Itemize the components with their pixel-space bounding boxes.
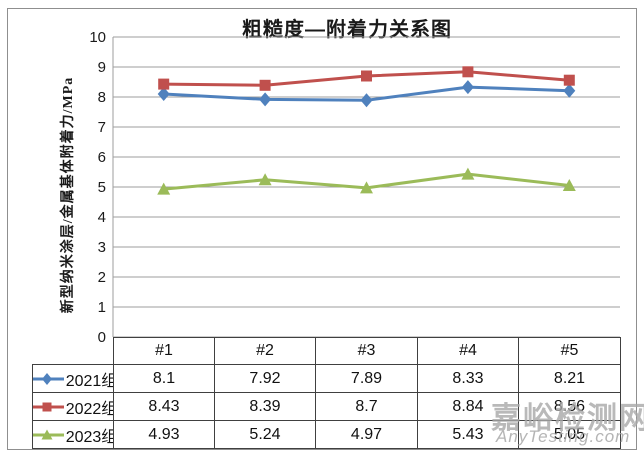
watermark-chinese: 嘉峪检测网 xyxy=(491,402,644,435)
value-cell: 8.21 xyxy=(518,364,621,393)
series-marker-square xyxy=(462,66,474,78)
legend-cell: 2022组 xyxy=(32,392,114,421)
value-cell: 8.33 xyxy=(417,364,519,393)
y-tick-label: 6 xyxy=(98,149,106,166)
series-lines xyxy=(157,66,576,195)
y-tick-label: 8 xyxy=(98,89,106,106)
series-marker-diamond xyxy=(563,83,576,98)
y-tick-label: 9 xyxy=(98,59,106,76)
y-tick-label: 10 xyxy=(89,29,106,46)
data-table: #1 #2 #3 #4 #5 2021组 8.1 7.92 7.89 8.33 8.21 2022组 8… xyxy=(32,337,621,449)
y-axis-tick-labels: 0 1 2 3 4 5 6 7 8 9 10 xyxy=(89,29,106,346)
series-marker-triangle xyxy=(157,182,171,195)
table-header-row: #1 #2 #3 #4 #5 xyxy=(33,337,621,365)
value-cell: 5.43 xyxy=(417,420,519,449)
y-tick-label: 1 xyxy=(98,299,106,316)
table-row: 2023组 4.93 5.24 4.97 5.43 5.05 xyxy=(32,420,621,449)
series-marker-square xyxy=(259,79,271,91)
series-marker-triangle xyxy=(360,181,373,194)
series-marker-diamond xyxy=(461,80,474,95)
series-marker-diamond xyxy=(259,92,272,107)
legend-key-icon-square xyxy=(33,402,64,411)
legend-label: 2021组 xyxy=(65,372,114,390)
legend-cell: 2021组 xyxy=(32,364,114,393)
value-cell: 7.89 xyxy=(315,364,418,393)
y-tick-label: 4 xyxy=(98,209,106,226)
series-marker-square xyxy=(42,402,52,411)
series-marker-square xyxy=(563,74,575,86)
table-row: 2021组 8.1 7.92 7.89 8.33 8.21 xyxy=(32,364,621,393)
value-cell: 5.05 xyxy=(518,420,621,449)
series-marker-diamond xyxy=(360,93,373,108)
value-cell: 5.24 xyxy=(214,420,316,449)
category-header: #1 xyxy=(113,337,215,365)
table-row: 2022组 8.43 8.39 8.7 8.84 8.56 xyxy=(32,392,621,421)
legend-key-icon-diamond xyxy=(33,372,64,385)
legend-label: 2023组 xyxy=(65,428,114,446)
value-cell: 8.7 xyxy=(315,392,418,421)
watermark-english: AnyTesting.com xyxy=(496,427,631,446)
series-marker-diamond xyxy=(157,87,170,101)
legend-cell: 2023组 xyxy=(32,420,114,449)
value-cell: 7.92 xyxy=(214,364,316,393)
corner-cell xyxy=(33,338,114,365)
legend-key-icon-triangle xyxy=(33,429,64,439)
value-cell: 4.93 xyxy=(113,420,215,449)
y-tick-label: 5 xyxy=(98,179,106,196)
series-marker-diamond xyxy=(41,372,52,385)
series-marker-triangle xyxy=(258,173,272,186)
category-header: #3 xyxy=(315,337,418,365)
y-tick-label: 2 xyxy=(98,269,106,286)
legend-label: 2022组 xyxy=(65,400,114,418)
y-tick-label: 7 xyxy=(98,119,106,136)
category-header: #2 xyxy=(214,337,316,365)
value-cell: 8.43 xyxy=(113,392,215,421)
y-tick-label: 3 xyxy=(98,239,106,256)
value-cell: 8.1 xyxy=(113,364,215,393)
chart-title: 粗糙度—附着力关系图 xyxy=(242,19,452,41)
series-marker-square xyxy=(361,70,372,82)
value-cell: 4.97 xyxy=(315,420,418,449)
series-marker-triangle xyxy=(461,167,475,180)
value-cell: 8.39 xyxy=(214,392,316,421)
value-cell: 8.56 xyxy=(518,392,621,421)
series-marker-triangle xyxy=(41,429,53,439)
series-marker-square xyxy=(158,78,170,90)
category-header: #5 xyxy=(518,337,621,365)
series-marker-triangle xyxy=(562,179,576,191)
category-header: #4 xyxy=(417,337,519,365)
y-tick-label: 0 xyxy=(98,329,106,346)
